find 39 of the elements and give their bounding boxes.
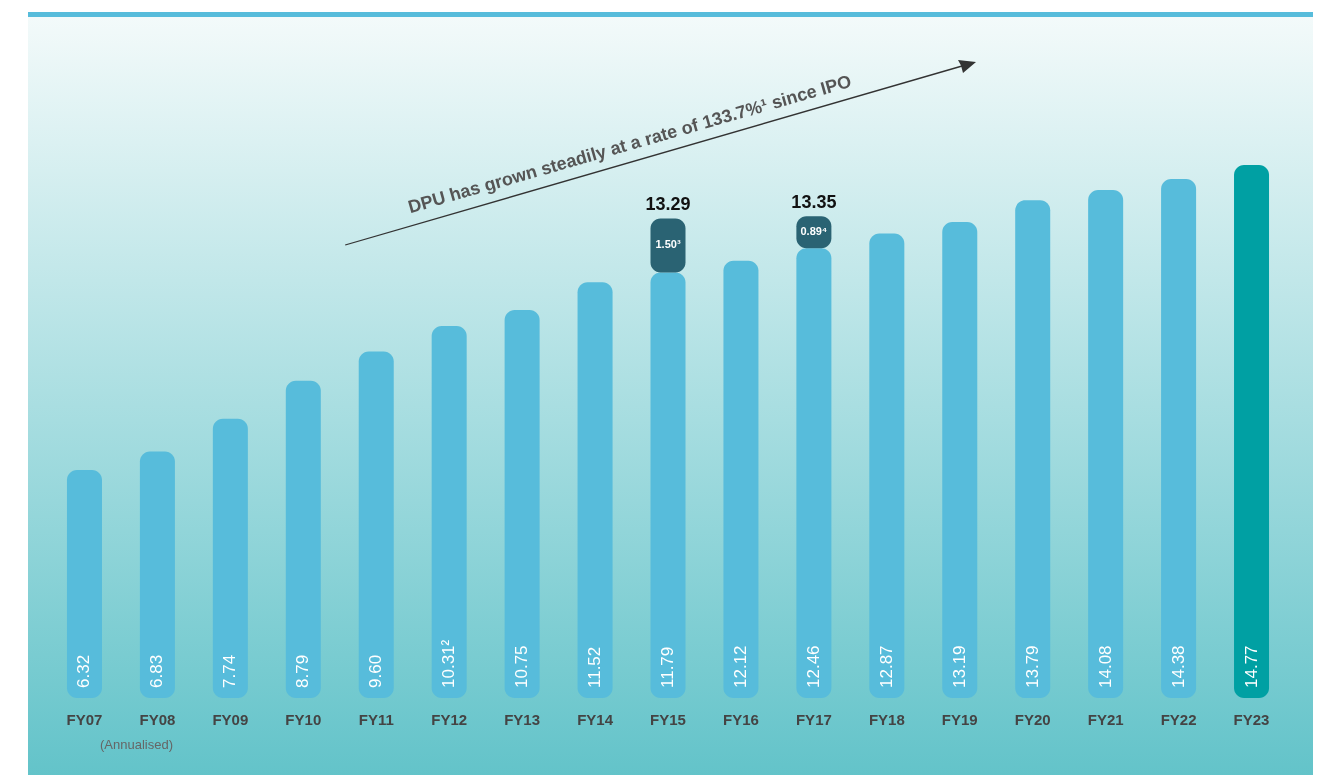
- x-tick-label: FY19: [941, 710, 978, 728]
- data-label: 12.87: [876, 645, 896, 688]
- x-tick-label: FY16: [723, 710, 759, 728]
- data-label: 1.50³: [655, 238, 681, 251]
- data-label: 6.83: [147, 654, 167, 688]
- data-label: 10.75: [512, 645, 532, 688]
- data-label: 12.12: [730, 645, 750, 688]
- total-label: 13.29: [645, 194, 691, 215]
- x-tick-label: FY10: [285, 710, 322, 728]
- x-tick-label: FY07: [66, 710, 103, 728]
- x-tick-label: FY17: [795, 710, 832, 728]
- x-tick-label: FY22: [1160, 710, 1197, 728]
- x-tick-label: FY20: [1014, 710, 1051, 728]
- x-tick-label: FY18: [868, 710, 905, 728]
- x-tick-label: FY15: [650, 710, 686, 728]
- x-tick-label: FY13: [504, 710, 541, 728]
- x-tick-label: FY14: [577, 710, 614, 728]
- data-label: 0.89⁴: [800, 225, 828, 238]
- data-label: 14.77: [1241, 645, 1261, 688]
- data-label: 8.79: [293, 654, 313, 688]
- data-label: 12.46: [803, 645, 823, 688]
- data-label: 9.60: [366, 654, 386, 688]
- x-tick-label: FY23: [1233, 710, 1270, 728]
- data-label: 11.79: [658, 646, 677, 688]
- data-label: 14.08: [1095, 645, 1115, 688]
- x-tick-label: FY21: [1087, 710, 1124, 728]
- data-label: 13.19: [949, 645, 969, 688]
- text: (Annualised): [100, 737, 173, 752]
- x-tick-label: FY12: [431, 710, 468, 728]
- total-label: 13.35: [791, 192, 837, 213]
- data-label: 11.52: [585, 646, 605, 688]
- data-label: 10.31²: [439, 639, 459, 688]
- x-tick-label: FY08: [139, 710, 176, 728]
- data-label: 14.38: [1168, 645, 1188, 688]
- x-tick-label: FY11: [358, 710, 394, 728]
- data-label: 7.74: [220, 654, 240, 688]
- data-label: 13.79: [1022, 645, 1042, 688]
- data-label: 6.32: [74, 654, 94, 688]
- x-tick-label: FY09: [212, 710, 249, 728]
